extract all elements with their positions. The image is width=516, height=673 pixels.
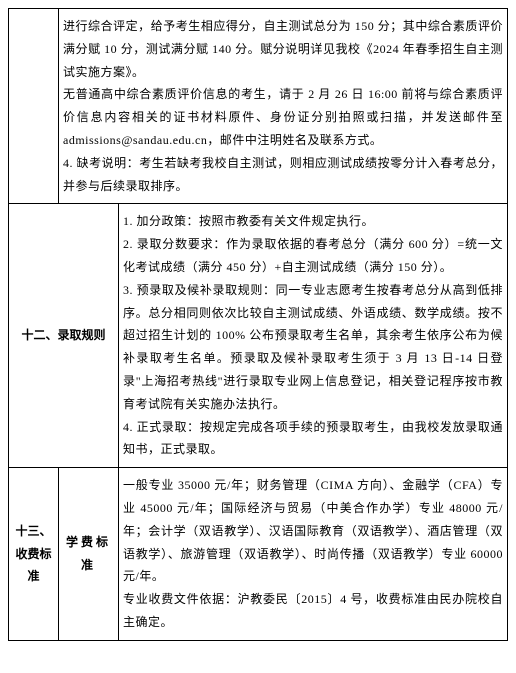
table-row: 十二、录取规则 1. 加分政策：按照市教委有关文件规定执行。2. 录取分数要求：… <box>9 204 508 468</box>
row2-label-cell: 十二、录取规则 <box>9 204 119 468</box>
admissions-table: 进行综合评定，给予考生相应得分，自主测试总分为 150 分；其中综合素质评价满分… <box>8 8 508 641</box>
row3-label-cell: 十三、收费标准 <box>9 468 59 641</box>
row2-content-cell: 1. 加分政策：按照市教委有关文件规定执行。2. 录取分数要求：作为录取依据的春… <box>119 204 508 468</box>
row3-content-cell: 一般专业 35000 元/年；财务管理（CIMA 方向）、金融学（CFA）专业 … <box>119 468 508 641</box>
row1-label-cell <box>9 9 59 204</box>
row3-sublabel-cell: 学费标准 <box>59 468 119 641</box>
table-row: 十三、收费标准 学费标准 一般专业 35000 元/年；财务管理（CIMA 方向… <box>9 468 508 641</box>
table-row: 进行综合评定，给予考生相应得分，自主测试总分为 150 分；其中综合素质评价满分… <box>9 9 508 204</box>
row1-content-cell: 进行综合评定，给予考生相应得分，自主测试总分为 150 分；其中综合素质评价满分… <box>59 9 508 204</box>
